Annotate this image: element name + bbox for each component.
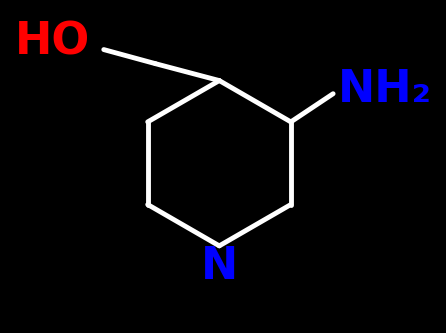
Text: NH₂: NH₂ xyxy=(338,68,432,111)
Text: N: N xyxy=(201,245,238,288)
Text: HO: HO xyxy=(14,21,90,64)
